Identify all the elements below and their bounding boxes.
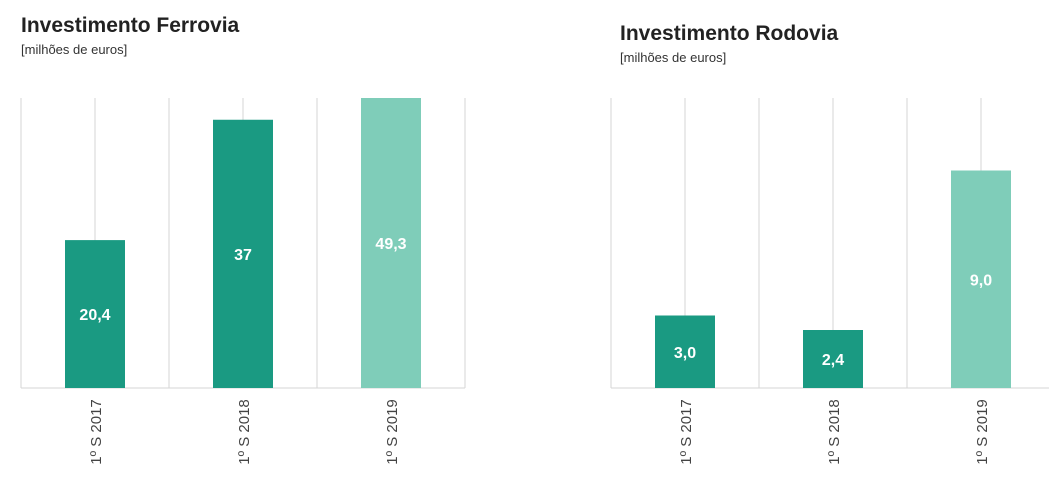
bar-value-label: 2,4 xyxy=(822,352,844,369)
bar-value-label: 3,0 xyxy=(674,345,696,362)
chart-title-ferrovia: Investimento Ferrovia xyxy=(21,14,240,37)
bar-value-label: 9,0 xyxy=(970,272,992,289)
bar-value-label: 49,3 xyxy=(375,236,406,253)
bar xyxy=(655,315,715,388)
bar xyxy=(361,98,421,388)
bar-value-label: 37 xyxy=(234,247,252,264)
chart-subtitle-ferrovia: [milhões de euros] xyxy=(21,42,128,57)
x-tick-label: 1º S 2017 xyxy=(88,399,105,465)
x-tick-label: 1º S 2018 xyxy=(236,399,253,465)
bar-value-label: 20,4 xyxy=(79,307,110,324)
x-tick-label: 1º S 2018 xyxy=(826,399,843,465)
chart-ferrovia: 20,4 1º S 2017 37 1º S 2018 49,3 1º S 2019 xyxy=(20,98,466,465)
x-tick-label: 1º S 2019 xyxy=(384,399,401,465)
x-tick-label: 1º S 2019 xyxy=(974,399,991,465)
x-tick-label: 1º S 2017 xyxy=(678,399,695,465)
chart-rodovia: 3,0 1º S 2017 2,4 1º S 2018 9,0 1º S 2019 xyxy=(610,98,1049,465)
bar xyxy=(213,119,273,388)
chart-subtitle-rodovia: [milhões de euros] xyxy=(620,50,727,65)
chart-title-rodovia: Investimento Rodovia xyxy=(620,22,839,45)
bar xyxy=(65,240,125,388)
bar xyxy=(951,170,1011,388)
bar xyxy=(803,330,863,388)
